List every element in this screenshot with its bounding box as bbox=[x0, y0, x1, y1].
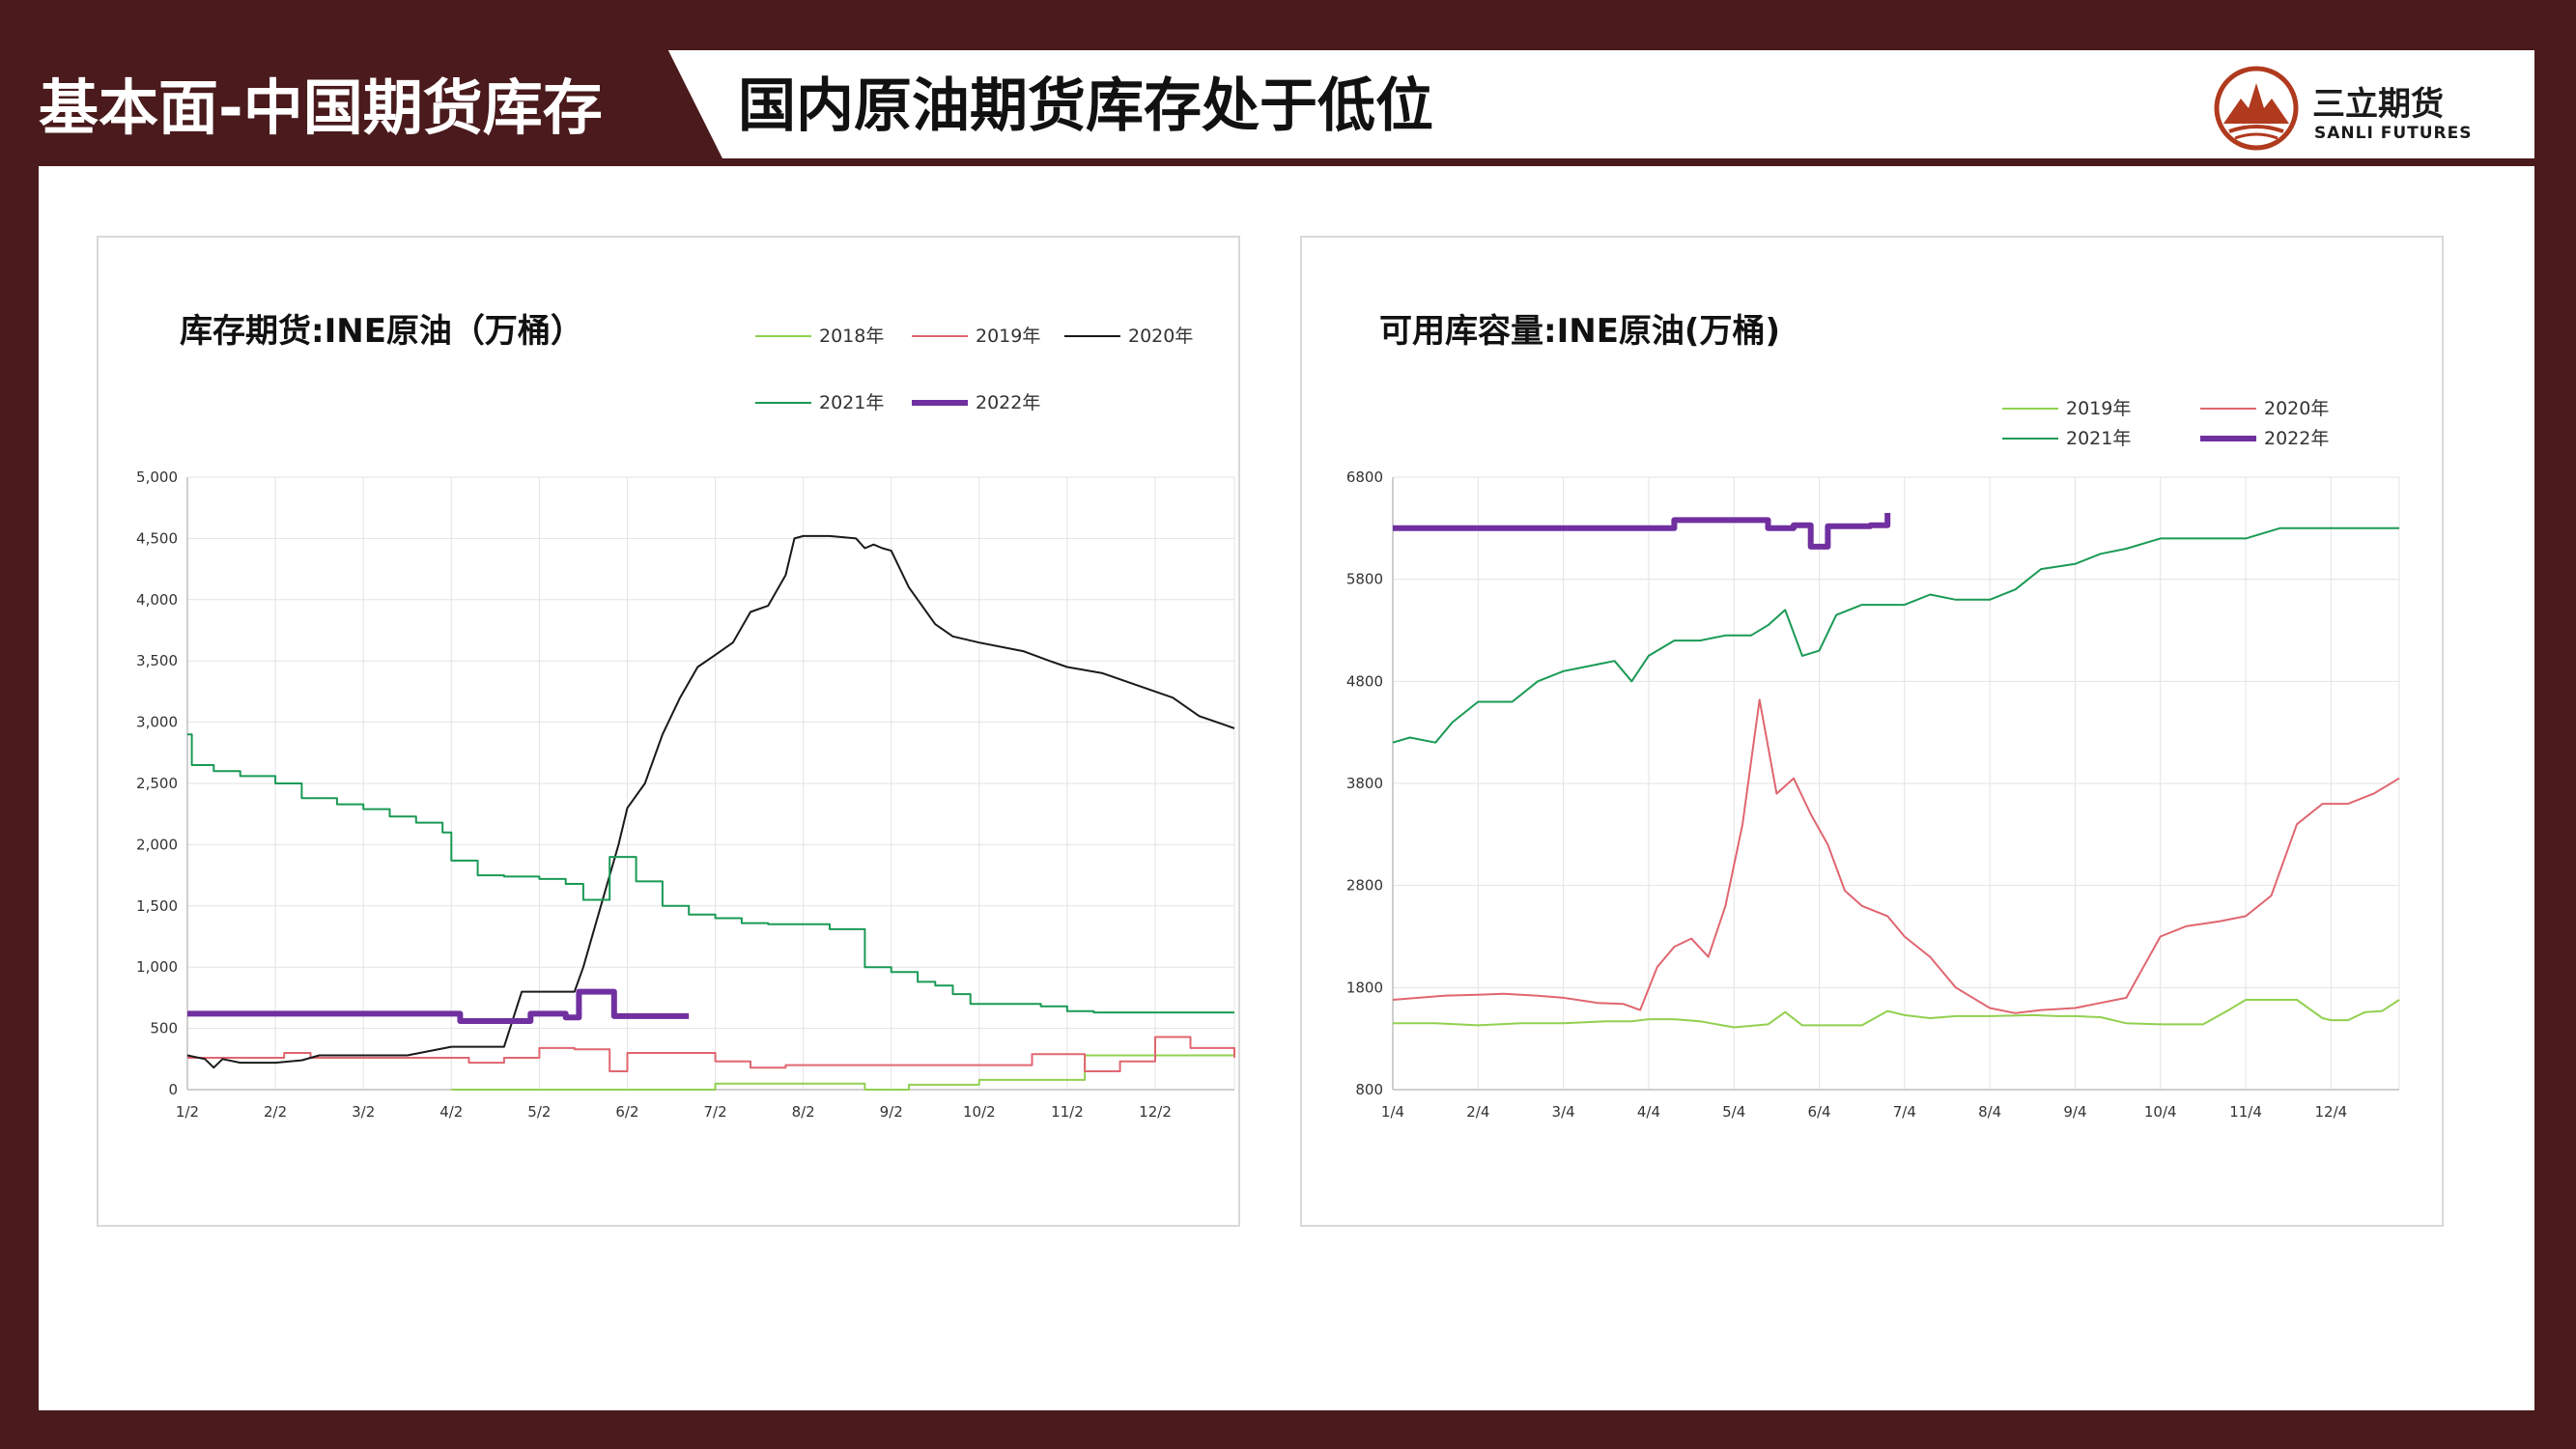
inventory-line-chart: 库存期货:INE原油（万桶） 0 500 1,000 1,500 2,000 2,500 3,… bbox=[136, 312, 1235, 1121]
x-tick-label: 4/4 bbox=[1637, 1103, 1660, 1121]
x-tick-label: 12/4 bbox=[2315, 1103, 2348, 1121]
brand: 三立期货 SANLI FUTURES bbox=[2212, 60, 2502, 156]
legend-label: 2020年 bbox=[2264, 398, 2329, 419]
y-tick-label: 6800 bbox=[1346, 469, 1383, 486]
series-line-1 bbox=[1392, 698, 2400, 1014]
x-tick-label: 11/4 bbox=[2229, 1103, 2262, 1121]
legend-label: 2022年 bbox=[2264, 428, 2329, 449]
legend-label: 2020年 bbox=[1128, 326, 1193, 347]
y-tick-label: 5800 bbox=[1346, 571, 1383, 588]
brand-name-en: SANLI FUTURES bbox=[2314, 124, 2473, 143]
section-tab: 基本面-中国期货库存 bbox=[0, 50, 726, 166]
x-tick-label: 3/2 bbox=[352, 1103, 375, 1121]
brand-name: 三立期货 bbox=[2312, 85, 2444, 124]
x-tick-label: 10/4 bbox=[2144, 1103, 2177, 1121]
section-title: 基本面-中国期货库存 bbox=[39, 72, 603, 143]
series-line-0 bbox=[1393, 999, 2400, 1029]
x-tick-label: 9/4 bbox=[2063, 1103, 2086, 1121]
x-tick-label: 8/4 bbox=[1978, 1103, 2001, 1121]
series-line-2 bbox=[186, 534, 1235, 1069]
y-tick-label: 2800 bbox=[1346, 877, 1383, 895]
capacity-line-chart: 可用库容量:INE原油(万桶) 800 1800 2800 3800 4800 5800 68… bbox=[1346, 312, 2400, 1121]
y-tick-label: 2,000 bbox=[136, 836, 178, 853]
y-tick-label: 800 bbox=[1355, 1081, 1383, 1098]
legend-label: 2022年 bbox=[976, 392, 1040, 413]
x-tick-label: 1/2 bbox=[176, 1103, 199, 1121]
y-tick-label: 2,500 bbox=[136, 775, 178, 792]
x-tick-label: 3/4 bbox=[1552, 1103, 1575, 1121]
legend-label: 2021年 bbox=[2066, 428, 2131, 449]
chart-panel-inventory: 库存期货:INE原油（万桶） 0 500 1,000 1,500 2,000 2,500 3,… bbox=[97, 236, 1240, 1227]
x-tick-label: 9/2 bbox=[880, 1103, 903, 1121]
x-tick-label: 7/4 bbox=[1893, 1103, 1916, 1121]
x-tick-label: 2/4 bbox=[1466, 1103, 1489, 1121]
x-tick-label: 1/4 bbox=[1381, 1103, 1404, 1121]
y-tick-label: 5,000 bbox=[136, 469, 178, 486]
slide: 基本面-中国期货库存 国内原油期货库存处于低位 三立期货 SANLI FUTUR… bbox=[0, 50, 2534, 1410]
legend-label: 2021年 bbox=[819, 392, 884, 413]
chart-title: 可用库容量:INE原油(万桶) bbox=[1379, 312, 1780, 351]
x-tick-label: 6/2 bbox=[615, 1103, 638, 1121]
x-tick-label: 8/2 bbox=[792, 1103, 815, 1121]
legend-label: 2019年 bbox=[2066, 398, 2131, 419]
y-tick-label: 4,500 bbox=[136, 529, 178, 547]
series-line-1 bbox=[187, 1036, 1235, 1072]
y-tick-label: 1,500 bbox=[136, 897, 178, 915]
page-title: 国内原油期货库存处于低位 bbox=[738, 72, 1433, 140]
chart-panel-capacity: 可用库容量:INE原油(万桶) 800 1800 2800 3800 4800 5800 68… bbox=[1300, 236, 2444, 1227]
y-tick-label: 3,500 bbox=[136, 652, 178, 669]
x-tick-label: 12/2 bbox=[1139, 1103, 1172, 1121]
series-line-4 bbox=[187, 988, 690, 1024]
series-line-3 bbox=[187, 733, 1234, 1014]
y-tick-label: 1800 bbox=[1346, 979, 1383, 996]
legend-label: 2018年 bbox=[819, 326, 884, 347]
header-rule bbox=[39, 158, 2534, 166]
y-tick-label: 1,000 bbox=[136, 958, 178, 976]
chart-title: 库存期货:INE原油（万桶） bbox=[180, 312, 583, 351]
y-tick-label: 4800 bbox=[1346, 672, 1383, 690]
x-tick-label: 2/2 bbox=[264, 1103, 287, 1121]
x-tick-label: 11/2 bbox=[1051, 1103, 1084, 1121]
series-line-2 bbox=[1392, 526, 2399, 744]
y-tick-label: 0 bbox=[168, 1081, 178, 1098]
mountain-logo-icon bbox=[2214, 66, 2299, 151]
x-tick-label: 5/4 bbox=[1722, 1103, 1745, 1121]
x-tick-label: 4/2 bbox=[439, 1103, 463, 1121]
x-tick-label: 6/4 bbox=[1807, 1103, 1830, 1121]
x-tick-label: 7/2 bbox=[703, 1103, 726, 1121]
y-tick-label: 500 bbox=[150, 1020, 178, 1037]
x-tick-label: 10/2 bbox=[963, 1103, 996, 1121]
y-tick-label: 3,000 bbox=[136, 714, 178, 731]
y-tick-label: 3800 bbox=[1346, 775, 1383, 792]
series-line-3 bbox=[1393, 513, 1891, 550]
x-tick-label: 5/2 bbox=[527, 1103, 551, 1121]
legend-label: 2019年 bbox=[976, 326, 1040, 347]
series-line-0 bbox=[451, 1054, 1234, 1091]
y-tick-label: 4,000 bbox=[136, 591, 178, 609]
